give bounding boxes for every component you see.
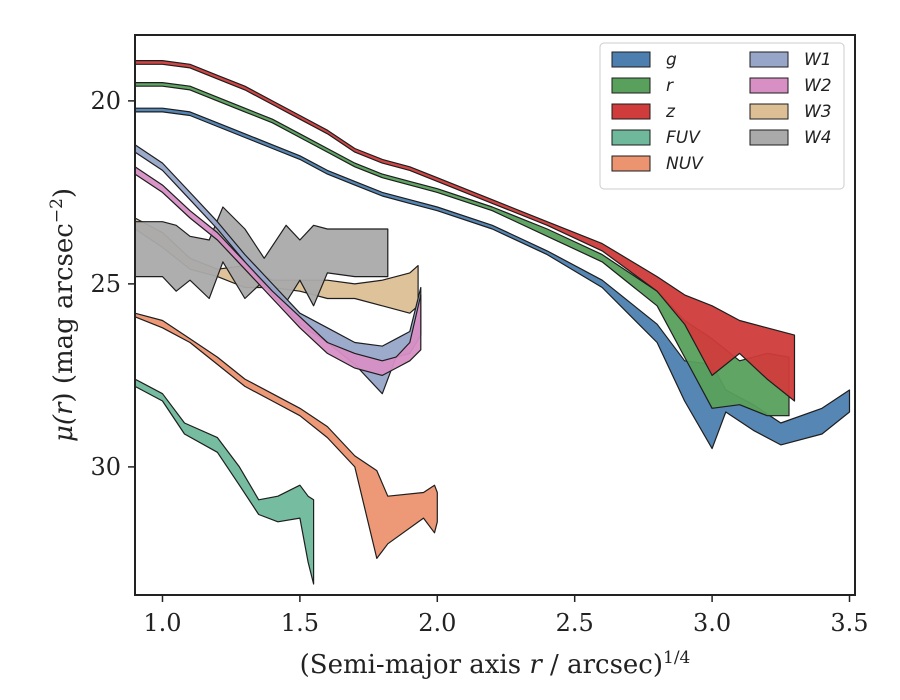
series-band-fuv [134, 378, 315, 585]
legend-swatch-z [611, 103, 651, 120]
legend-swatch-w4 [749, 129, 789, 146]
legend-swatch-w1 [749, 51, 789, 68]
y-tick-label: 25 [90, 270, 121, 298]
series-band-g [134, 107, 851, 450]
legend-label-nuv: NUV [666, 154, 704, 174]
x-axis-label-variable: r [529, 650, 543, 680]
legend-items: grz FUV NUV W1 W2 W3 W4 [611, 50, 832, 174]
x-tick-label: 1.5 [281, 609, 319, 637]
legend-label-r: r [666, 76, 674, 96]
y-axis-label: μ(r) (mag arcsec−2) [47, 188, 79, 442]
y-tick-label: 20 [90, 87, 121, 115]
x-tick-label: 2.5 [556, 609, 594, 637]
y-axis-label-superscript: −2 [47, 198, 67, 223]
series-band-w2 [134, 166, 422, 376]
legend: grz FUV NUV W1 W2 W3 W4 [599, 42, 845, 190]
legend-label-w2: W2 [804, 76, 832, 96]
legend-label-z: z [665, 102, 676, 122]
series-band-w4 [134, 206, 389, 307]
series-layer [134, 59, 851, 585]
y-axis-ticks: 20 25 30 [90, 87, 135, 481]
legend-label-w1: W1 [804, 50, 832, 70]
x-axis-ticks: 1.0 1.5 2.0 2.5 3.0 3.5 [143, 595, 869, 637]
y-axis-label-close: ) [49, 188, 79, 198]
legend-swatch-nuv [611, 155, 651, 172]
legend-label-w4: W4 [804, 128, 832, 148]
legend-swatch-fuv [611, 129, 651, 146]
x-tick-label: 3.0 [693, 609, 731, 637]
y-axis-label-main: μ( [49, 414, 79, 442]
x-tick-label: 3.5 [830, 609, 868, 637]
x-axis-label-superscript: 1/4 [663, 648, 690, 668]
legend-swatch-w3 [749, 103, 789, 120]
x-axis-label: (Semi-major axis r / arcsec)1/4 [300, 648, 691, 680]
series-band-r [134, 81, 790, 417]
x-axis-label-main: (Semi-major axis [300, 650, 530, 680]
legend-label-fuv: FUV [666, 128, 701, 148]
plot-frame [134, 34, 856, 596]
series-band-z [134, 59, 796, 402]
y-axis-label-variable: r [49, 401, 79, 415]
legend-swatch-g [611, 51, 651, 68]
legend-swatch-w2 [749, 77, 789, 94]
x-tick-label: 2.0 [418, 609, 456, 637]
x-axis-label-tail: / arcsec) [542, 650, 663, 680]
y-tick-label: 30 [90, 453, 121, 481]
legend-swatch-r [611, 77, 651, 94]
series-band-nuv [134, 312, 438, 560]
legend-label-g: g [666, 50, 677, 70]
y-axis-label-tail: ) (mag arcsec [49, 223, 79, 402]
legend-label-w3: W3 [804, 102, 832, 122]
x-tick-label: 1.0 [143, 609, 181, 637]
